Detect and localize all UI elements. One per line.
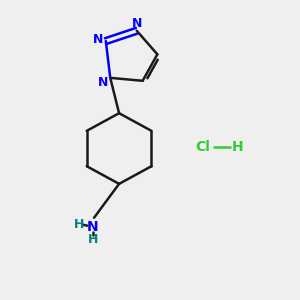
Text: H: H: [232, 140, 244, 154]
Text: N: N: [132, 17, 142, 30]
Text: Cl: Cl: [196, 140, 210, 154]
Text: N: N: [92, 33, 103, 46]
Text: H: H: [74, 218, 85, 231]
Text: H: H: [87, 233, 98, 246]
Text: N: N: [98, 76, 108, 89]
Text: N: N: [87, 220, 98, 234]
